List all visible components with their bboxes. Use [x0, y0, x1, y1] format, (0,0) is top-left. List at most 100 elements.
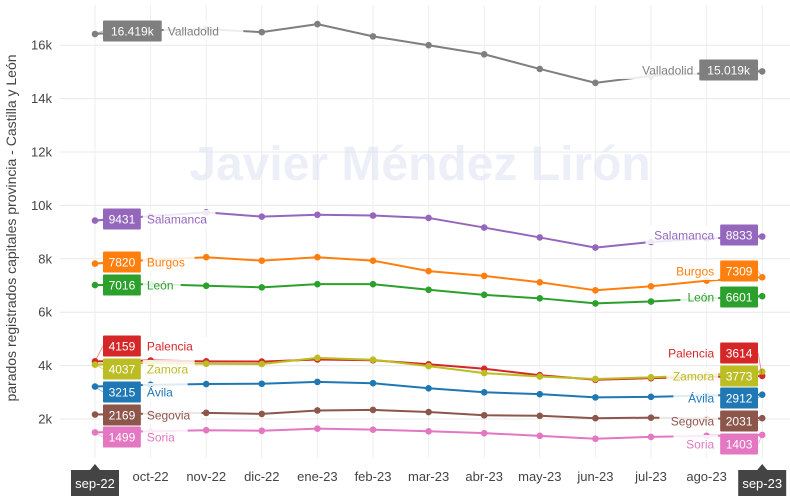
data-point — [258, 427, 266, 435]
data-point — [480, 411, 488, 419]
start-value-label: 16.419k — [111, 25, 155, 39]
data-point — [258, 257, 266, 264]
data-point — [369, 212, 377, 219]
data-point — [314, 407, 321, 414]
data-point — [425, 427, 432, 435]
data-point — [592, 375, 599, 383]
end-value-box — [699, 59, 758, 81]
name-backdrop — [142, 360, 195, 378]
end-value-label: 3773 — [726, 370, 753, 384]
end-value-label: 7309 — [726, 265, 753, 279]
name-backdrop — [142, 276, 181, 294]
start-value-box — [103, 358, 141, 380]
data-point — [369, 406, 377, 414]
name-backdrop — [680, 288, 719, 306]
data-point — [536, 390, 544, 398]
y-tick-label: 16k — [31, 38, 52, 53]
data-point — [536, 234, 544, 241]
label-leader — [757, 69, 763, 72]
y-tick-label: 6k — [38, 305, 52, 320]
x-tick-highlight — [71, 470, 119, 496]
series-labels: 16.419k Valladolid 15.019k Valladolid 9431 Sa… — [94, 20, 763, 455]
start-value-box — [103, 208, 141, 230]
x-tick-label: ago-23 — [686, 469, 726, 484]
name-backdrop — [652, 344, 719, 362]
end-value-label: 2912 — [726, 392, 753, 406]
end-value-box — [720, 433, 758, 455]
y-tick-label: 8k — [38, 251, 52, 266]
label-leader — [757, 394, 763, 399]
end-value-label: 2031 — [726, 415, 753, 429]
data-point — [480, 272, 488, 280]
x-tick-label: sep-23 — [742, 476, 782, 491]
start-value-box — [103, 274, 141, 296]
label-leader — [757, 234, 763, 238]
start-value-label: 3215 — [109, 386, 136, 400]
data-point — [592, 414, 599, 422]
data-point — [202, 426, 210, 434]
label-leader — [94, 364, 104, 370]
data-point — [258, 410, 266, 418]
data-point — [314, 253, 321, 261]
label-leader — [94, 386, 104, 393]
end-value-box — [720, 342, 758, 364]
start-value-label: 9431 — [109, 213, 136, 227]
name-backdrop — [142, 383, 188, 401]
data-point — [480, 50, 488, 58]
end-series-name: Zamora — [673, 370, 715, 384]
name-backdrop — [666, 367, 719, 385]
start-series-name: Palencia — [147, 340, 193, 354]
data-point — [425, 214, 432, 222]
data-point — [425, 362, 432, 370]
start-value-box — [103, 335, 141, 357]
label-leader — [94, 431, 104, 438]
data-point — [258, 213, 266, 220]
x-tick-pointer — [90, 464, 100, 470]
data-point — [592, 435, 599, 443]
start-value-label: 1499 — [109, 431, 136, 445]
start-series-name: Valladolid — [168, 25, 219, 39]
data-point — [369, 257, 377, 264]
x-tick-label: oct-22 — [133, 469, 169, 484]
name-backdrop — [142, 406, 202, 424]
data-point — [314, 280, 321, 288]
name-backdrop — [142, 253, 195, 271]
name-backdrop — [659, 412, 719, 430]
name-backdrop — [673, 435, 719, 453]
end-value-label: 3614 — [726, 347, 753, 361]
label-leader — [94, 218, 104, 222]
data-point — [202, 360, 210, 368]
data-point — [258, 360, 266, 368]
end-value-box — [720, 286, 758, 308]
data-point — [536, 65, 544, 73]
data-point — [480, 429, 488, 437]
x-tick-label: may-23 — [518, 469, 561, 484]
name-backdrop — [142, 337, 209, 355]
data-point — [592, 300, 599, 307]
end-value-box — [720, 410, 758, 432]
x-axis-ticks: sep-22 oct-22 nov-22 dic-22 ene-23 feb-23 mar-… — [71, 464, 787, 496]
data-point — [647, 393, 655, 401]
data-point — [91, 260, 99, 267]
data-point — [314, 354, 321, 362]
x-tick-label: jun-23 — [576, 469, 613, 484]
name-backdrop — [142, 428, 188, 446]
start-series-name: Burgos — [147, 256, 185, 270]
end-value-box — [720, 224, 758, 246]
label-leader — [94, 345, 104, 362]
x-tick-label: nov-22 — [186, 469, 226, 484]
data-point — [480, 389, 488, 396]
y-tick-label: 12k — [31, 145, 52, 160]
label-leader — [94, 261, 104, 265]
name-backdrop — [666, 262, 719, 280]
end-series-name: Palencia — [668, 347, 714, 361]
data-point — [425, 41, 432, 49]
data-point — [202, 282, 210, 290]
label-leader — [757, 417, 763, 422]
start-series-name: Ávila — [147, 385, 173, 400]
y-tick-label: 10k — [31, 198, 52, 213]
watermark: Javier Méndez Lirón — [189, 138, 650, 191]
data-point — [258, 380, 266, 388]
name-backdrop — [617, 61, 698, 79]
x-tick-highlight — [738, 470, 787, 496]
